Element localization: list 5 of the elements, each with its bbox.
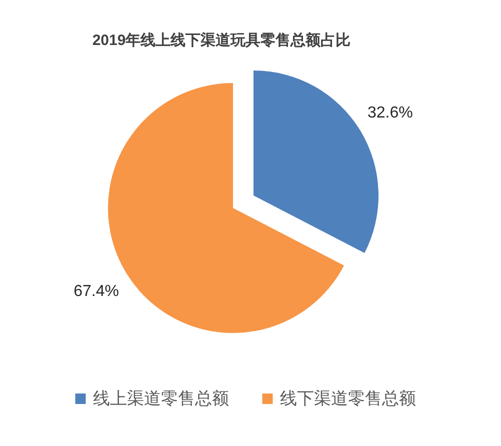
chart-title: 2019年线上线下渠道玩具零售总额占比	[92, 31, 351, 49]
data-label: 32.6%	[368, 104, 413, 122]
legend-label: 线上渠道零售总额	[93, 388, 229, 408]
legend-label: 线下渠道零售总额	[280, 388, 416, 408]
data-label: 67.4%	[74, 283, 120, 300]
